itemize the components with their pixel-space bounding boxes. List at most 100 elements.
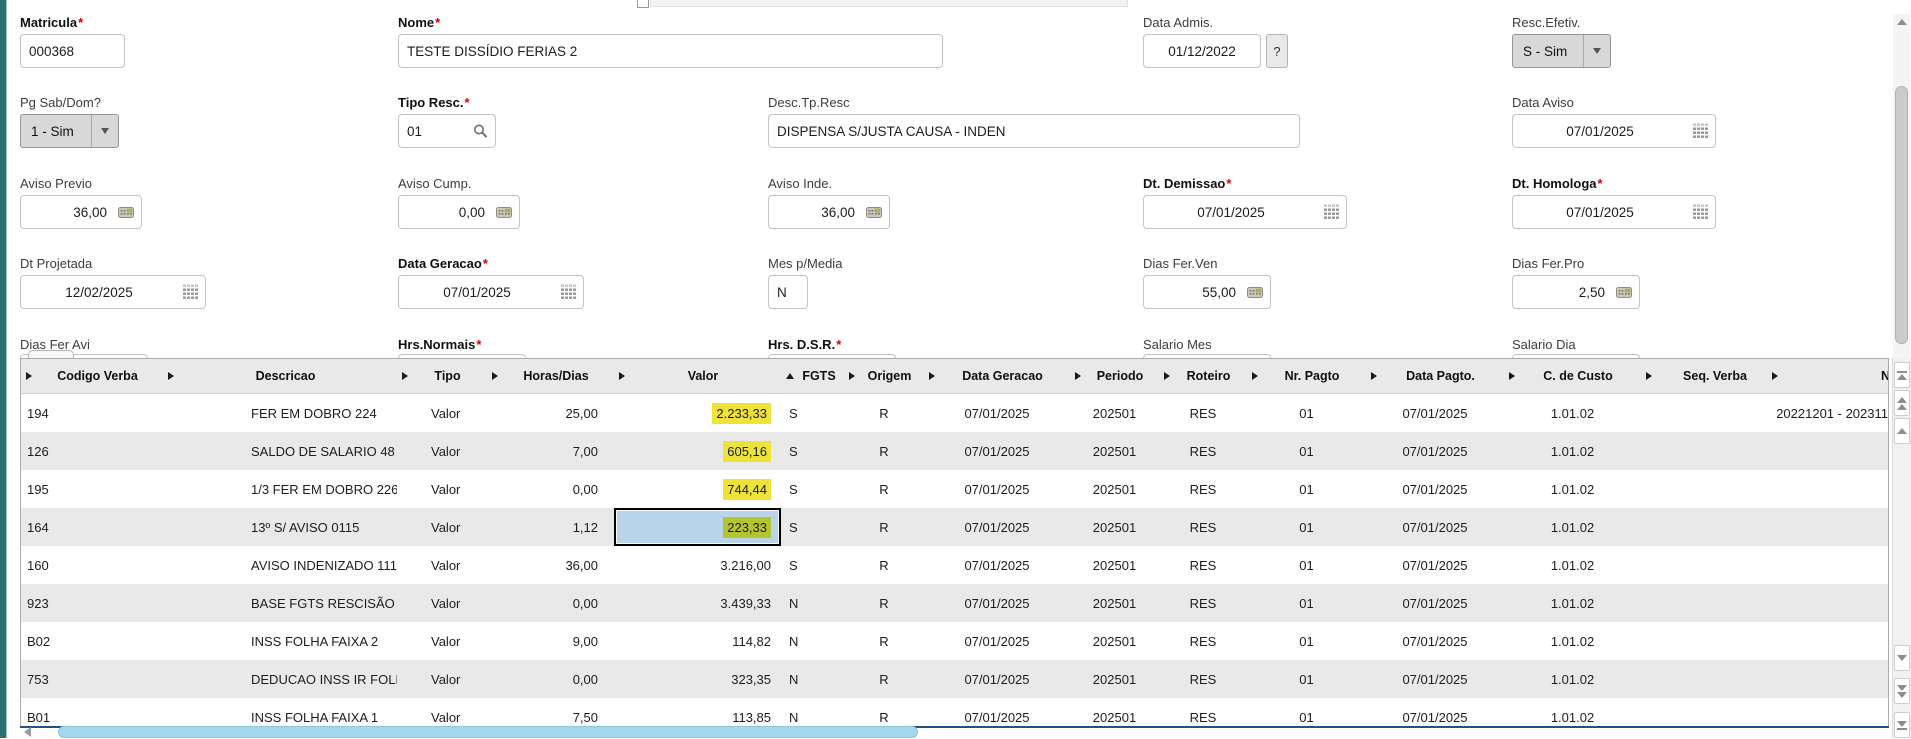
mes-p-media-input[interactable]	[769, 284, 807, 300]
cell-codigo-verba[interactable]: 164	[27, 519, 49, 535]
column-header-codigo-verba[interactable]: Codigo Verba	[21, 359, 163, 393]
go-first-button[interactable]	[1894, 362, 1910, 388]
cell-data-pagto[interactable]: 07/01/2025	[1402, 633, 1468, 649]
cell-tipo[interactable]: Valor	[431, 405, 461, 421]
calendar-icon[interactable]	[1693, 204, 1708, 220]
cell-data-pagto[interactable]: 07/01/2025	[1402, 709, 1468, 725]
aviso-inde-field[interactable]	[768, 195, 890, 229]
cell-data-geracao[interactable]: 07/01/2025	[964, 481, 1030, 497]
matricula-field[interactable]	[20, 34, 125, 68]
dias-fer-ven-input[interactable]	[1144, 284, 1270, 300]
cell-c-de-custo[interactable]: 1.01.02	[1550, 405, 1595, 421]
column-header-data-pagto[interactable]: Data Pagto.	[1366, 359, 1504, 393]
cell-roteiro[interactable]: RES	[1189, 481, 1217, 497]
matricula-input[interactable]	[21, 43, 124, 59]
dias-fer-ven-field[interactable]	[1143, 275, 1271, 309]
cell-data-pagto[interactable]: 07/01/2025	[1402, 557, 1468, 573]
cell-origem[interactable]: R	[879, 557, 889, 573]
cell-seq-verba[interactable]	[1641, 508, 1888, 546]
dias-fer-pro-field[interactable]	[1512, 275, 1640, 309]
cell-codigo-verba[interactable]: 194	[27, 405, 49, 421]
dt-projetada-field[interactable]	[20, 275, 206, 309]
cell-seq-verba[interactable]	[1641, 470, 1888, 508]
cell-data-pagto[interactable]: 07/01/2025	[1402, 519, 1468, 535]
aviso-inde-input[interactable]	[769, 204, 889, 220]
cell-tipo[interactable]: Valor	[431, 443, 461, 459]
cell-tipo[interactable]: Valor	[431, 633, 461, 649]
column-header-valor[interactable]: Valor	[614, 359, 781, 393]
vertical-scrollbar-thumb[interactable]	[1895, 86, 1908, 344]
column-header-tipo[interactable]: Tipo	[397, 359, 487, 393]
calculator-icon[interactable]	[866, 205, 882, 219]
calculator-icon[interactable]	[1616, 285, 1632, 299]
cell-data-geracao[interactable]: 07/01/2025	[964, 709, 1030, 725]
cell-valor[interactable]: 2.233,33	[614, 394, 781, 432]
page-down-button[interactable]	[1894, 678, 1910, 704]
cell-periodo[interactable]: 202501	[1092, 709, 1137, 725]
dropdown-arrow-icon[interactable]	[1584, 35, 1610, 67]
calendar-icon[interactable]	[561, 284, 576, 300]
grid-row-B02[interactable]: B02 INSS FOLHA FAIXA 2 Valor 9,00 114,82 N R 07…	[21, 622, 1888, 660]
cell-tipo[interactable]: Valor	[431, 709, 461, 725]
cell-origem[interactable]: R	[879, 671, 889, 687]
cell-seq-verba[interactable]	[1641, 622, 1888, 660]
horizontal-scrollbar-thumb[interactable]	[58, 726, 918, 738]
cell-codigo-verba[interactable]: 126	[27, 443, 49, 459]
cell-fgts[interactable]: S	[789, 519, 798, 535]
mes-p-media-field[interactable]	[768, 275, 808, 309]
column-header-origem[interactable]: Origem	[844, 359, 924, 393]
dropdown-arrow-icon[interactable]	[92, 115, 118, 147]
hrs-normais-field[interactable]	[398, 354, 526, 358]
cell-data-pagto[interactable]: 07/01/2025	[1402, 595, 1468, 611]
cell-periodo[interactable]: 202501	[1092, 557, 1137, 573]
cell-horas-dias[interactable]: 25,00	[565, 405, 598, 421]
dt-demissao-input[interactable]	[1144, 204, 1346, 220]
cell-nr-pagto[interactable]: 01	[1299, 481, 1314, 497]
cell-roteiro[interactable]: RES	[1189, 709, 1217, 725]
cell-fgts[interactable]: N	[789, 709, 799, 725]
cell-seq-verba[interactable]	[1641, 584, 1888, 622]
nome-field[interactable]	[398, 34, 943, 68]
cell-nr-pagto[interactable]: 01	[1299, 519, 1314, 535]
cell-seq-verba[interactable]	[1641, 546, 1888, 584]
column-header-roteiro[interactable]: Roteiro	[1159, 359, 1247, 393]
grid-row-923[interactable]: 923 BASE FGTS RESCISÃO S Valor 0,00 3.439,33…	[21, 584, 1888, 622]
cell-roteiro[interactable]: RES	[1189, 405, 1217, 421]
scroll-up-arrow[interactable]	[1893, 14, 1910, 30]
row-up-button[interactable]	[1894, 418, 1910, 444]
cell-horas-dias[interactable]: 0,00	[572, 595, 598, 611]
dias-fer-avi-field[interactable]	[20, 354, 148, 358]
cell-roteiro[interactable]: RES	[1189, 633, 1217, 649]
cell-fgts[interactable]: S	[789, 405, 798, 421]
dias-fer-pro-input[interactable]	[1513, 284, 1639, 300]
column-header-seq-verba[interactable]: Seq. Verba	[1641, 359, 1888, 393]
cell-nr-pagto[interactable]: 01	[1299, 405, 1314, 421]
cell-periodo[interactable]: 202501	[1092, 405, 1137, 421]
cell-data-pagto[interactable]: 07/01/2025	[1402, 481, 1468, 497]
data-admis-input[interactable]	[1144, 43, 1260, 59]
cell-data-pagto[interactable]: 07/01/2025	[1402, 443, 1468, 459]
salario-dia-field[interactable]	[1512, 354, 1640, 358]
cell-c-de-custo[interactable]: 1.01.02	[1550, 595, 1595, 611]
cell-origem[interactable]: R	[879, 481, 889, 497]
cell-descricao[interactable]: AVISO INDENIZADO 111	[251, 557, 397, 573]
grid-row-753[interactable]: 753 DEDUCAO INSS IR FOLH Valor 0,00 323,35 N R…	[21, 660, 1888, 698]
calculator-icon[interactable]	[496, 205, 512, 219]
cell-valor[interactable]: 3.439,33	[720, 595, 771, 611]
grid-row-126[interactable]: 126 SALDO DE SALARIO 48 Valor 7,00 605,16 S R 0…	[21, 432, 1888, 470]
cell-descricao[interactable]: BASE FGTS RESCISÃO S	[251, 595, 397, 611]
resc-efetiv-select[interactable]: S - Sim	[1512, 34, 1611, 68]
question-button[interactable]: ?	[1266, 34, 1288, 68]
grid-row-B01[interactable]: B01 INSS FOLHA FAIXA 1 Valor 7,50 113,85 N R 07…	[21, 698, 1888, 728]
cell-codigo-verba[interactable]: 160	[27, 557, 49, 573]
cell-horas-dias[interactable]: 0,00	[572, 481, 598, 497]
calendar-icon[interactable]	[1693, 123, 1708, 139]
dt-projetada-input[interactable]	[21, 284, 205, 300]
cell-data-geracao[interactable]: 07/01/2025	[964, 671, 1030, 687]
cell-periodo[interactable]: 202501	[1092, 443, 1137, 459]
tipo-resc-input[interactable]	[399, 123, 495, 139]
cell-descricao[interactable]: DEDUCAO INSS IR FOLH	[251, 671, 397, 687]
cell-horas-dias[interactable]: 7,00	[572, 443, 598, 459]
cell-c-de-custo[interactable]: 1.01.02	[1550, 709, 1595, 725]
cell-horas-dias[interactable]: 1,12	[572, 519, 598, 535]
